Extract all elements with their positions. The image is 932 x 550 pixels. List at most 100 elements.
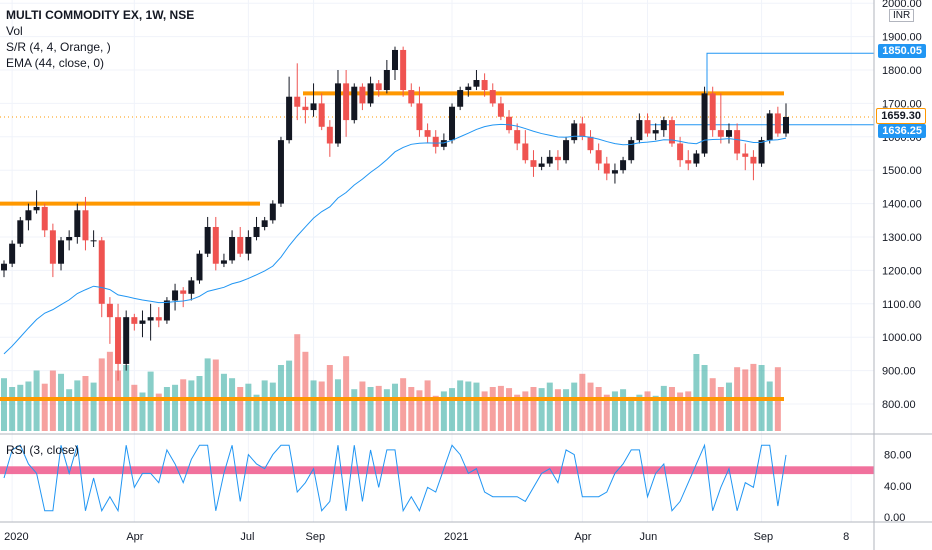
volume-bar <box>554 389 561 431</box>
volume-bar <box>212 359 219 431</box>
volume-bar <box>636 394 643 431</box>
candlesticks <box>1 46 789 381</box>
volume-bar <box>432 395 439 431</box>
volume-bar <box>709 378 716 431</box>
candle-body <box>383 70 390 91</box>
candle-body <box>106 303 113 318</box>
volume-bar <box>571 382 578 431</box>
candle-body <box>188 280 195 294</box>
candle-body <box>554 156 561 161</box>
volume-bar <box>66 389 73 431</box>
candle-body <box>611 170 618 174</box>
volume-bar <box>9 387 16 431</box>
candle-body <box>489 90 496 104</box>
volume-bar <box>25 381 32 431</box>
candle-body <box>196 253 203 281</box>
candle-body <box>774 113 781 134</box>
rsi-line <box>3 443 787 513</box>
candle-body <box>286 96 293 141</box>
volume-bar <box>660 385 667 431</box>
volume-bar <box>457 380 464 431</box>
volume-bar <box>595 387 602 431</box>
candle-body <box>750 156 757 164</box>
candle-body <box>579 123 586 137</box>
volume-bar <box>180 379 187 431</box>
candle-body <box>294 96 301 107</box>
price-tick-label: 1400.00 <box>882 199 922 211</box>
volume-bar <box>563 389 570 431</box>
price-tick-label: 1200.00 <box>882 265 922 277</box>
candle-body <box>212 226 219 264</box>
candle-body <box>49 230 56 264</box>
rsi-pane <box>0 443 874 513</box>
price-tick-label: 1500.00 <box>882 165 922 177</box>
volume-bar <box>286 360 293 431</box>
volume-bar <box>424 380 431 431</box>
candle-body <box>25 210 32 221</box>
volume-bar <box>587 382 594 431</box>
volume-bar <box>90 382 97 431</box>
candle-body <box>318 103 325 127</box>
time-tick-label: Jul <box>240 531 254 543</box>
volume-bar <box>506 388 513 431</box>
volume-bar <box>139 392 146 431</box>
volume-bar <box>343 356 350 431</box>
rsi-band <box>0 466 874 475</box>
candle-body <box>783 116 789 134</box>
legend-rsi: RSI (3, close) <box>6 443 79 457</box>
candle-body <box>571 123 578 141</box>
candle-body <box>481 80 488 91</box>
volume-bar <box>611 391 618 431</box>
volume-bar <box>229 378 236 431</box>
support-resistance-lines <box>0 52 874 401</box>
candle-body <box>514 130 521 144</box>
price-tick-label: 1900.00 <box>882 32 922 44</box>
volume-bar <box>261 380 268 431</box>
candle-body <box>546 156 553 164</box>
volume-bar <box>400 378 407 431</box>
currency-unit: INR <box>889 9 915 22</box>
volume-bar <box>416 390 423 431</box>
candle-body <box>538 163 545 167</box>
candle-body <box>677 143 684 161</box>
volume-bar <box>294 334 301 431</box>
price-tick-label: 1800.00 <box>882 65 922 77</box>
ema-badge: 1636.25 <box>878 124 926 138</box>
volume-bar <box>725 382 732 431</box>
candle-body <box>432 136 439 147</box>
volume-bar <box>237 387 244 431</box>
volume-bar <box>334 379 341 431</box>
volume-bar <box>620 389 627 431</box>
volume-bar <box>155 393 162 431</box>
volume-bar <box>693 354 700 431</box>
close-badge: 1659.30 <box>876 108 926 124</box>
candle-body <box>457 90 464 107</box>
candle-body <box>58 240 65 264</box>
volume-bar <box>530 387 537 431</box>
candle-body <box>449 106 456 141</box>
ema-line <box>3 123 787 355</box>
time-tick-label: Apr <box>126 531 143 543</box>
volume-bar <box>644 391 651 431</box>
candle-body <box>424 130 431 137</box>
time-tick-label: 8 <box>843 531 849 543</box>
candle-body <box>74 210 81 237</box>
candle-body <box>237 237 244 254</box>
volume-bar <box>17 384 24 431</box>
candle-body <box>636 120 643 141</box>
volume-bar <box>310 380 317 431</box>
price-tick-label: 900.00 <box>882 366 916 378</box>
volume-bar <box>449 388 456 431</box>
volume-bar <box>668 387 675 431</box>
candle-body <box>473 80 480 87</box>
volume-bar <box>481 391 488 431</box>
volume-bars <box>1 334 781 431</box>
candle-body <box>115 317 122 364</box>
volume-bar <box>628 396 635 431</box>
price-tick-label: 2000.00 <box>882 0 922 10</box>
candle-body <box>717 130 724 137</box>
candle-body <box>497 103 504 117</box>
candle-body <box>644 120 651 134</box>
candle-body <box>147 317 154 321</box>
